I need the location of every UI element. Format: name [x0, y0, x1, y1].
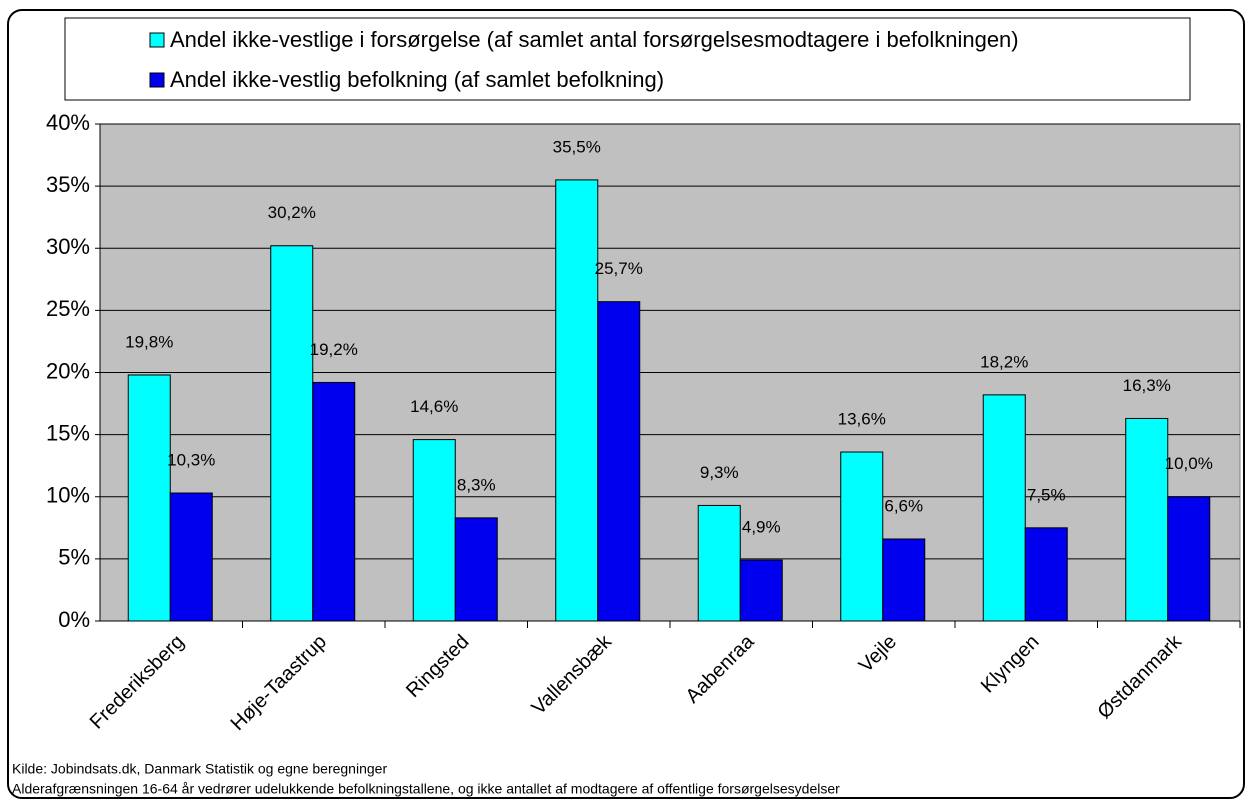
value-label: 19,2% [310, 340, 358, 359]
value-label: 35,5% [553, 137, 601, 156]
value-label: 6,6% [884, 496, 923, 515]
legend-label: Andel ikke-vestlig befolkning (af samlet… [170, 67, 664, 92]
value-label: 7,5% [1027, 485, 1066, 504]
value-label: 16,3% [1123, 376, 1171, 395]
value-label: 19,8% [125, 332, 173, 351]
note: Alderafgrænsningen 16-64 år vedrører ude… [12, 781, 840, 797]
value-label: 10,3% [167, 451, 215, 470]
y-tick-label: 20% [46, 358, 90, 383]
bar [1125, 417, 1169, 622]
value-label: 13,6% [838, 410, 886, 429]
bar [597, 301, 641, 622]
y-tick-label: 5% [58, 545, 90, 570]
y-tick-label: 40% [46, 110, 90, 135]
bar [454, 517, 498, 622]
value-label: 25,7% [595, 259, 643, 278]
value-label: 8,3% [457, 475, 496, 494]
y-tick-label: 10% [46, 483, 90, 508]
value-label: 4,9% [742, 518, 781, 537]
value-label: 9,3% [700, 463, 739, 482]
bar [312, 381, 356, 622]
bar [739, 559, 783, 622]
y-tick-label: 30% [46, 234, 90, 259]
legend [64, 17, 1191, 101]
legend-label: Andel ikke-vestlige i forsørgelse (af sa… [170, 27, 1019, 52]
value-label: 18,2% [980, 352, 1028, 371]
y-tick-label: 0% [58, 607, 90, 632]
bar [555, 179, 599, 622]
y-tick-label: 35% [46, 172, 90, 197]
value-label: 30,2% [268, 203, 316, 222]
legend-swatch [149, 72, 165, 88]
bar [882, 538, 926, 622]
bar [697, 504, 741, 622]
value-label: 10,0% [1165, 454, 1213, 473]
y-tick-label: 15% [46, 420, 90, 445]
bar [1167, 496, 1211, 622]
bar [127, 374, 171, 622]
bar [982, 394, 1026, 622]
bar [1024, 527, 1068, 622]
value-label: 14,6% [410, 397, 458, 416]
source-note: Kilde: Jobindsats.dk, Danmark Statistik … [12, 761, 387, 777]
bar [169, 492, 213, 622]
legend-swatch [149, 32, 165, 48]
bar [412, 439, 456, 622]
bar [840, 451, 884, 622]
y-tick-label: 25% [46, 296, 90, 321]
bar [270, 245, 314, 622]
